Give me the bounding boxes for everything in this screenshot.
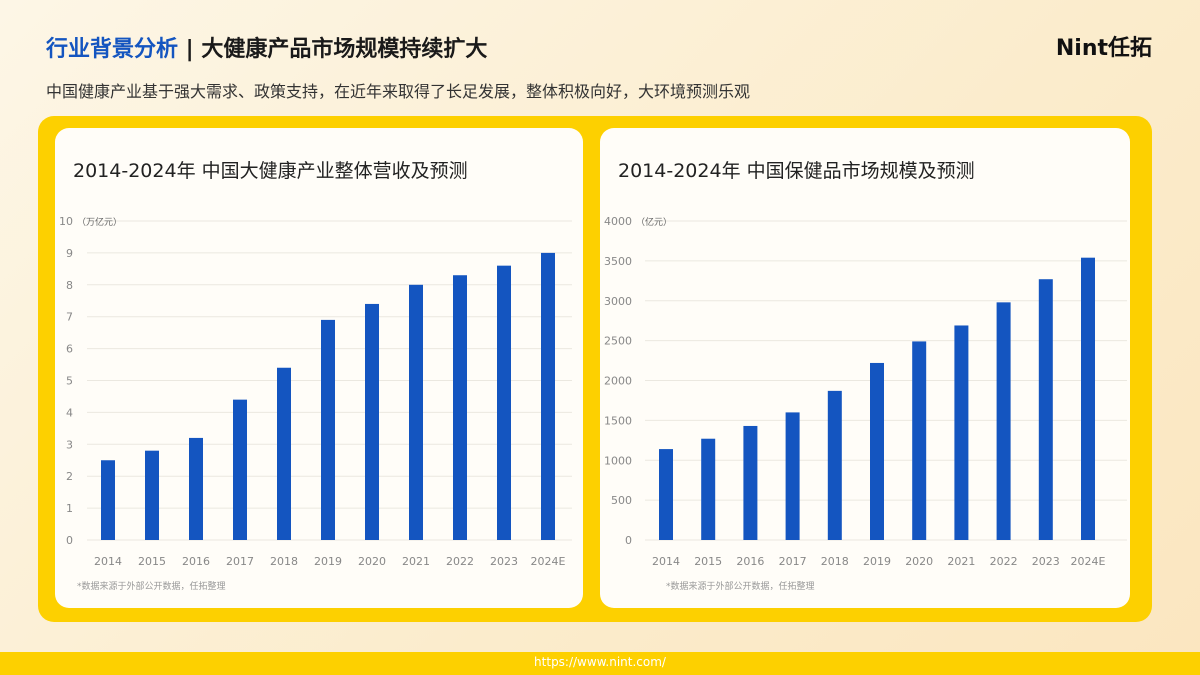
bar-2014 [101, 460, 115, 540]
x-tick-label: 2015 [138, 555, 166, 568]
bar-2021 [954, 325, 969, 540]
x-tick-label: 2015 [694, 555, 722, 568]
footer-bar [0, 652, 1200, 675]
bar-2018 [277, 367, 291, 540]
y-tick-label: 8 [66, 279, 73, 292]
x-tick-label: 2022 [446, 555, 474, 568]
x-tick-label: 2018 [270, 555, 298, 568]
bar-2015 [701, 438, 716, 540]
y-tick-label: 3000 [604, 295, 632, 308]
chart-card-supplement-market: 2014-2024年 中国保健品市场规模及预测 0 500 1000 1500 2000… [600, 128, 1130, 608]
y-tick-label: 1500 [604, 414, 632, 427]
footer-url: https://www.nint.com/ [534, 655, 666, 669]
bar-2020 [365, 303, 379, 540]
y-tick-label: 3500 [604, 255, 632, 268]
x-tick-label: 2020 [905, 555, 933, 568]
y-tick-label: 2 [66, 470, 73, 483]
bar-2022 [453, 275, 467, 540]
y-tick-label: 0 [625, 534, 632, 547]
title-separator: | [178, 37, 202, 62]
bar-2023 [1038, 279, 1053, 540]
title-main: 大健康产品市场规模持续扩大 [201, 37, 488, 62]
bar-2017 [233, 399, 247, 540]
bar-2022 [996, 302, 1011, 540]
y-tick-label: 0 [66, 534, 73, 547]
x-tick-label: 2023 [490, 555, 518, 568]
x-tick-label: 2021 [947, 555, 975, 568]
chart-title: 2014-2024年 中国保健品市场规模及预测 [618, 160, 975, 182]
y-tick-label: 1 [66, 502, 73, 515]
bar-2021 [409, 284, 423, 540]
x-tick-label: 2021 [402, 555, 430, 568]
bar-2019 [870, 362, 884, 540]
y-tick-label: 4 [66, 406, 73, 419]
x-tick-label: 2020 [358, 555, 386, 568]
bar-2016 [189, 437, 203, 540]
x-tick-label: 2018 [821, 555, 849, 568]
x-tick-label: 2024E [1071, 555, 1106, 568]
y-tick-label: 3 [66, 438, 73, 451]
x-tick-label: 2019 [314, 555, 342, 568]
y-tick-label: 2000 [604, 375, 632, 388]
bar-2017 [785, 412, 800, 540]
y-tick-label: 6 [66, 343, 73, 356]
source-note: *数据来源于外部公开数据，任拓整理 [77, 580, 226, 592]
y-unit-label: （万亿元） [77, 216, 122, 228]
bar-2024E [541, 252, 555, 540]
x-tick-label: 2017 [779, 555, 807, 568]
y-tick-label: 9 [66, 247, 73, 260]
bar-2016 [743, 425, 758, 540]
y-tick-label: 2500 [604, 335, 632, 348]
chart-title: 2014-2024年 中国大健康产业整体营收及预测 [73, 160, 468, 182]
y-tick-label: 10 [59, 215, 73, 228]
subtitle: 中国健康产业基于强大需求、政策支持，在近年来取得了长足发展，整体积极向好，大环境… [46, 82, 751, 101]
bar-2024E [1081, 257, 1095, 540]
nint-logo: Nint任拓 [1055, 36, 1152, 61]
x-tick-label: 2016 [182, 555, 210, 568]
x-tick-label: 2023 [1032, 555, 1060, 568]
x-tick-label: 2016 [736, 555, 764, 568]
y-unit-label: （亿元） [636, 216, 672, 228]
bar-2015 [145, 450, 159, 540]
title-highlight: 行业背景分析 [46, 37, 179, 62]
bar-chart-health-revenue: 0 1 2 3 4 5 6 7 8 9 10 （万亿元） 2014 2015 2016 2017 2018 201… [59, 215, 572, 592]
x-tick-label: 2019 [863, 555, 891, 568]
bar-2018 [827, 390, 842, 540]
bar-2014 [659, 449, 673, 540]
x-tick-label: 2014 [652, 555, 680, 568]
page-title: 行业背景分析 | 大健康产品市场规模持续扩大 [46, 31, 487, 63]
bar-2019 [321, 319, 335, 540]
y-tick-label: 500 [611, 494, 632, 507]
source-note: *数据来源于外部公开数据，任拓整理 [666, 580, 815, 592]
bar-2020 [912, 341, 927, 540]
bar-chart-supplement-market: 0 500 1000 1500 2000 2500 3000 3500 4000 （亿元） 2014… [604, 215, 1127, 592]
y-tick-label: 4000 [604, 215, 632, 228]
y-tick-label: 7 [66, 311, 73, 324]
y-tick-label: 5 [66, 375, 73, 388]
y-tick-label: 1000 [604, 454, 632, 467]
x-tick-label: 2022 [990, 555, 1018, 568]
x-tick-label: 2014 [94, 555, 122, 568]
bar-2023 [497, 265, 511, 540]
chart-card-health-revenue: 2014-2024年 中国大健康产业整体营收及预测 0 1 2 3 4 5 6 7 8 9 10 （万… [55, 128, 583, 608]
x-tick-label: 2024E [531, 555, 566, 568]
x-tick-label: 2017 [226, 555, 254, 568]
